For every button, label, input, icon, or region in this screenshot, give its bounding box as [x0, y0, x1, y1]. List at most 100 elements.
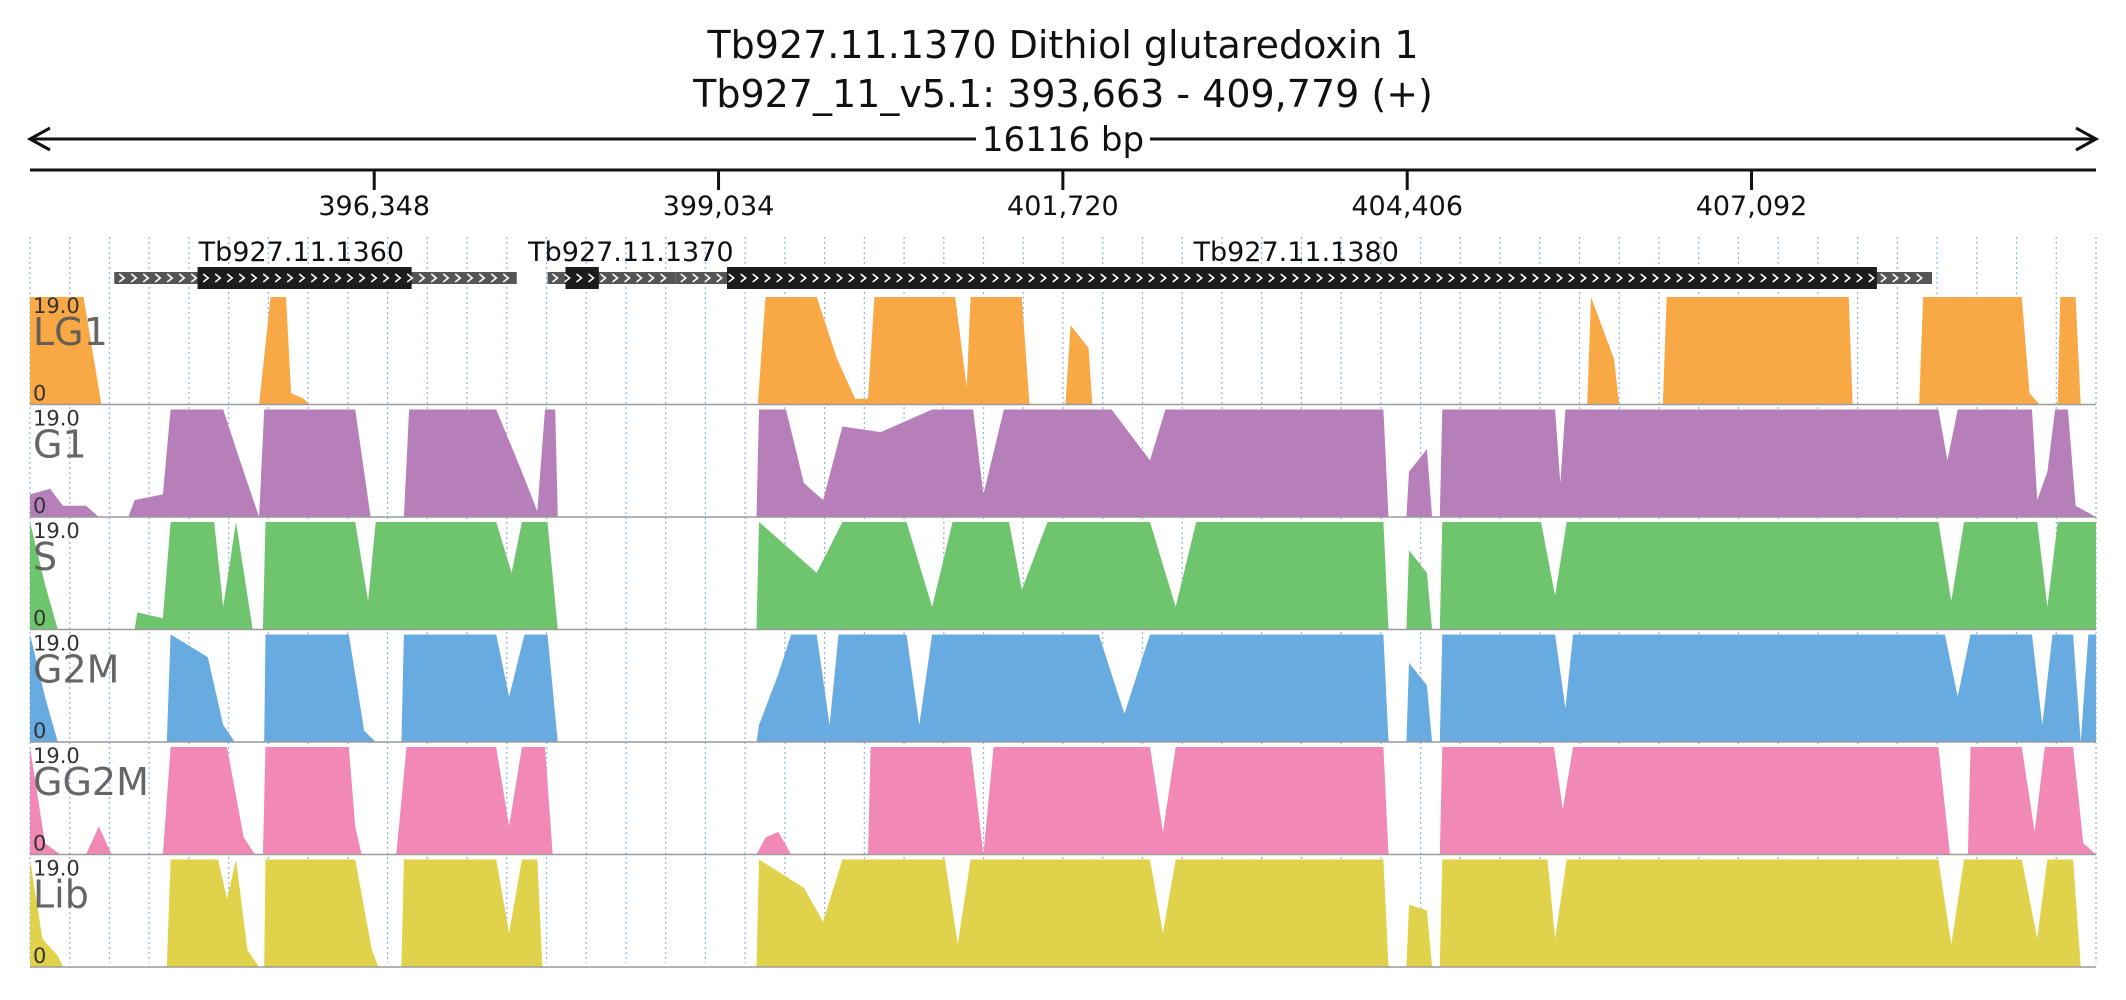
gene-strand-chevron — [1088, 273, 1096, 283]
gene-strand-chevron — [334, 273, 342, 283]
track-ymax-label: 19.0 — [33, 407, 80, 431]
gene-strand-chevron — [920, 273, 928, 283]
gene-label-0: Tb927.11.1360 — [198, 237, 404, 268]
gene-strand-chevron — [1784, 273, 1792, 283]
gene-strand-chevron — [430, 273, 438, 283]
gene-strand-chevron — [776, 273, 784, 283]
gene-strand-chevron — [1184, 273, 1192, 283]
track-label-g1: G1 — [33, 423, 87, 467]
gene-strand-chevron — [1388, 273, 1396, 283]
gene-cds-2 — [726, 267, 1877, 289]
x-tick-label-3: 404,406 — [1351, 191, 1463, 222]
gene-strand-chevron — [1652, 273, 1660, 283]
gene-strand-chevron — [824, 273, 832, 283]
gene-strand-chevron — [1616, 273, 1624, 283]
gene-strand-chevron — [1292, 273, 1300, 283]
gene-strand-chevron — [1748, 273, 1756, 283]
gene-strand-chevron — [274, 273, 282, 283]
gene-strand-chevron — [1628, 273, 1636, 283]
track-label-s: S — [33, 535, 57, 579]
gene-strand-chevron — [226, 273, 234, 283]
gene-strand-chevron — [752, 273, 760, 283]
gene-strand-chevron — [1124, 273, 1132, 283]
gene-strand-chevron — [1844, 273, 1852, 283]
gene-strand-chevron — [1196, 273, 1204, 283]
gene-strand-chevron — [1472, 273, 1480, 283]
gene-strand-chevron — [740, 273, 748, 283]
gene-strand-chevron — [680, 273, 688, 283]
gene-strand-chevron — [418, 273, 426, 283]
gene-strand-chevron — [1160, 273, 1168, 283]
gene-strand-chevron — [1916, 273, 1924, 283]
gene-strand-chevron — [1544, 273, 1552, 283]
x-tick-label-1: 399,034 — [663, 191, 775, 222]
gene-strand-chevron — [1316, 273, 1324, 283]
gene-strand-chevron — [478, 273, 486, 283]
gene-strand-chevron — [1136, 273, 1144, 283]
track-label-g2m: G2M — [33, 648, 119, 692]
gene-strand-chevron — [298, 273, 306, 283]
gene-strand-chevron — [1820, 273, 1828, 283]
track-ymin-label: 0 — [33, 832, 46, 856]
gene-strand-chevron — [848, 273, 856, 283]
gene-strand-chevron — [1208, 273, 1216, 283]
gene-strand-chevron — [1880, 273, 1888, 283]
gene-strand-chevron — [1280, 273, 1288, 283]
gene-strand-chevron — [178, 273, 186, 283]
gene-strand-chevron — [1796, 273, 1804, 283]
gene-strand-chevron — [1376, 273, 1384, 283]
gene-strand-chevron — [1496, 273, 1504, 283]
chart-title: Tb927.11.1370 Dithiol glutaredoxin 1 — [706, 23, 1418, 67]
gene-strand-chevron — [262, 273, 270, 283]
gene-strand-chevron — [648, 273, 655, 283]
gene-strand-chevron — [346, 273, 354, 283]
gene-strand-chevron — [1268, 273, 1276, 283]
gene-strand-chevron — [1232, 273, 1240, 283]
track-ymax-label: 19.0 — [33, 632, 80, 656]
gene-strand-chevron — [358, 273, 366, 283]
gene-strand-chevron — [1172, 273, 1180, 283]
track-label-gg2m: GG2M — [33, 760, 149, 804]
track-ymax-label: 19.0 — [33, 744, 80, 768]
track-ymin-label: 0 — [33, 944, 46, 968]
gene-strand-chevron — [1220, 273, 1228, 283]
track-ymax-label: 19.0 — [33, 857, 80, 881]
gene-strand-chevron — [1076, 273, 1084, 283]
gene-strand-chevron — [1832, 273, 1840, 283]
gene-strand-chevron — [956, 273, 964, 283]
gene-strand-chevron — [660, 273, 667, 283]
gene-strand-chevron — [1604, 273, 1612, 283]
gene-strand-chevron — [118, 273, 126, 283]
gene-strand-chevron — [1004, 273, 1012, 283]
track-area-lg1 — [30, 297, 2096, 405]
gene-strand-chevron — [812, 273, 820, 283]
track-ymin-label: 0 — [33, 494, 46, 518]
gene-strand-chevron — [576, 273, 583, 283]
gene-strand-chevron — [1064, 273, 1072, 283]
gene-strand-chevron — [1040, 273, 1048, 283]
gene-strand-chevron — [588, 273, 595, 283]
gene-strand-chevron — [788, 273, 796, 283]
gene-strand-chevron — [1052, 273, 1060, 283]
gene-strand-chevron — [704, 273, 712, 283]
gene-strand-chevron — [968, 273, 976, 283]
gene-strand-chevron — [636, 273, 643, 283]
gene-label-1: Tb927.11.1370 — [527, 237, 733, 268]
gene-strand-chevron — [800, 273, 808, 283]
gene-strand-chevron — [1016, 273, 1024, 283]
gene-strand-chevron — [322, 273, 330, 283]
gene-strand-chevron — [370, 273, 378, 283]
gene-strand-chevron — [896, 273, 904, 283]
gene-strand-chevron — [1724, 273, 1732, 283]
gene-strand-chevron — [1856, 273, 1864, 283]
gene-strand-chevron — [1148, 273, 1156, 283]
gene-strand-chevron — [1484, 273, 1492, 283]
gene-strand-chevron — [716, 273, 724, 283]
gene-strand-chevron — [600, 273, 607, 283]
track-area-g2m — [30, 634, 2096, 742]
chart-subtitle: Tb927_11_v5.1: 393,663 - 409,779 (+) — [692, 72, 1433, 116]
gene-strand-chevron — [166, 273, 174, 283]
gene-strand-chevron — [250, 273, 258, 283]
gene-strand-chevron — [1100, 273, 1108, 283]
gene-strand-chevron — [238, 273, 246, 283]
